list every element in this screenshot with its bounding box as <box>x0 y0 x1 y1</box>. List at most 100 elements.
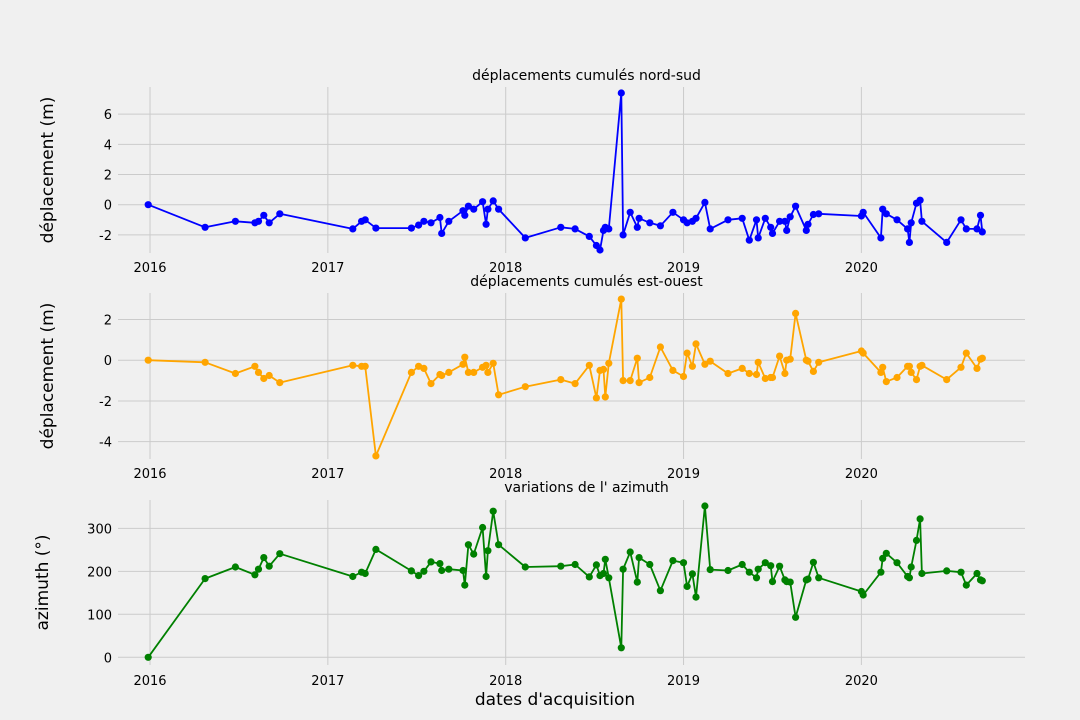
data-point <box>706 566 714 574</box>
x-tick-label: 2018 <box>489 261 522 276</box>
x-tick-label: 2019 <box>667 467 700 482</box>
data-point <box>973 569 981 578</box>
data-point <box>521 383 529 391</box>
data-point <box>495 205 503 213</box>
data-point <box>761 374 769 383</box>
data-point <box>669 366 677 374</box>
data-point <box>912 536 921 545</box>
data-point <box>877 568 885 576</box>
data-point <box>605 574 613 582</box>
data-point <box>619 377 627 385</box>
series-line <box>147 92 984 251</box>
y-tick-label: -2 <box>99 229 112 244</box>
data-point <box>144 653 152 661</box>
data-point <box>683 582 691 591</box>
data-point <box>585 232 593 240</box>
data-point <box>276 550 284 558</box>
data-point <box>276 210 284 218</box>
data-point <box>571 225 579 233</box>
data-point <box>738 364 746 372</box>
data-point <box>427 380 435 388</box>
data-point <box>557 376 565 384</box>
data-point <box>361 362 369 370</box>
data-point <box>973 225 981 233</box>
data-point <box>585 573 593 581</box>
data-point <box>599 569 608 578</box>
data-point <box>349 225 357 233</box>
data-point <box>688 362 697 370</box>
data-point <box>701 198 709 206</box>
x-tick-label: 2017 <box>311 674 344 689</box>
data-point <box>349 572 357 581</box>
data-point <box>781 217 789 225</box>
data-point <box>768 373 777 382</box>
data-point <box>260 211 268 219</box>
data-point <box>479 523 487 532</box>
data-point <box>745 568 753 576</box>
data-point <box>646 373 654 382</box>
y-tick-label: -4 <box>99 436 112 451</box>
data-point <box>918 361 926 369</box>
x-tick-label: 2019 <box>667 674 700 689</box>
data-point <box>349 361 357 369</box>
data-point <box>815 574 823 582</box>
data-point <box>978 228 986 236</box>
data-point <box>706 225 714 233</box>
data-point <box>767 562 775 570</box>
data-point <box>701 360 709 368</box>
data-point <box>754 234 762 242</box>
data-point <box>669 557 677 565</box>
data-point <box>912 376 921 384</box>
data-point <box>265 219 273 227</box>
x-tick-label: 2020 <box>845 261 878 276</box>
data-point <box>738 214 746 222</box>
data-point <box>646 560 654 569</box>
data-point <box>882 210 890 218</box>
data-point <box>879 363 887 371</box>
data-point <box>571 380 579 388</box>
data-point <box>907 219 915 227</box>
y-tick-label: 4 <box>104 138 112 153</box>
data-point <box>372 224 380 232</box>
data-point <box>601 555 609 563</box>
data-point <box>438 229 446 237</box>
data-point <box>407 567 415 575</box>
data-point <box>265 371 273 380</box>
data-point <box>619 231 627 239</box>
data-point <box>231 217 239 225</box>
data-point <box>859 349 867 357</box>
data-point <box>601 393 609 401</box>
data-point <box>617 644 625 652</box>
data-point <box>619 565 627 573</box>
data-point <box>978 577 986 585</box>
data-point <box>877 234 885 242</box>
data-point <box>879 554 887 563</box>
data-point <box>626 548 634 556</box>
data-point <box>470 205 478 213</box>
data-point <box>599 365 608 373</box>
data-point <box>656 587 665 595</box>
data-point <box>893 216 901 224</box>
data-point <box>484 547 492 555</box>
data-point <box>754 358 762 366</box>
data-point <box>754 565 762 573</box>
y-tick-label: 100 <box>87 608 112 623</box>
data-point <box>957 216 965 224</box>
data-point <box>776 352 784 360</box>
data-point <box>260 554 268 562</box>
data-point <box>792 613 800 621</box>
data-point <box>738 560 746 569</box>
data-point <box>617 89 625 97</box>
data-point <box>656 343 665 351</box>
data-point <box>635 554 643 562</box>
data-point <box>802 226 810 234</box>
data-point <box>882 378 890 386</box>
data-point <box>943 376 951 384</box>
data-point <box>495 391 503 399</box>
data-point <box>144 356 152 364</box>
data-point <box>635 214 643 222</box>
data-point <box>557 562 565 570</box>
y-tick-label: 200 <box>87 565 112 580</box>
data-point <box>254 565 263 573</box>
data-point <box>962 349 970 357</box>
